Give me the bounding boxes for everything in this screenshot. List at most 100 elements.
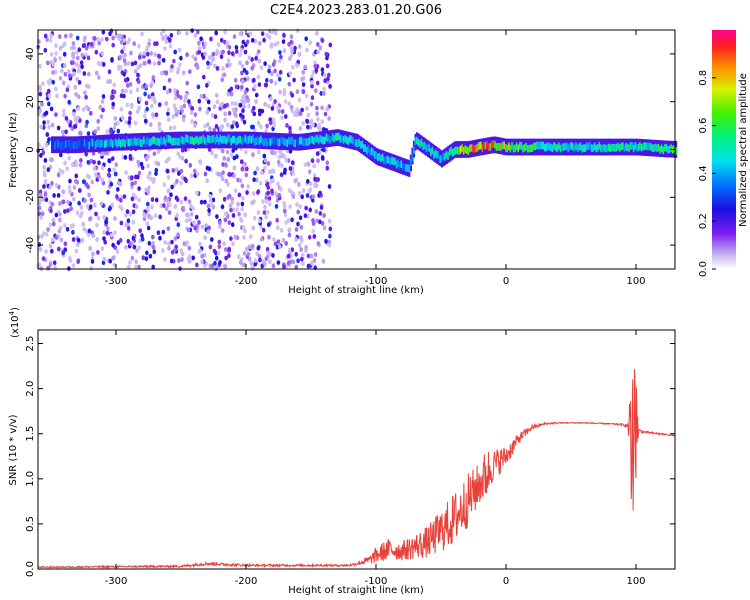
noise-cell bbox=[132, 244, 137, 250]
noise-cell bbox=[107, 69, 112, 75]
noise-cell bbox=[89, 265, 93, 271]
ridge-cell bbox=[558, 142, 561, 151]
ridge-cell bbox=[522, 145, 525, 153]
noise-cell bbox=[99, 201, 104, 207]
noise-cell bbox=[128, 156, 133, 161]
ridge-cell bbox=[597, 144, 600, 152]
noise-cell bbox=[327, 116, 331, 121]
ridge-cell bbox=[72, 141, 75, 150]
noise-cell bbox=[44, 232, 49, 237]
noise-cell bbox=[111, 255, 115, 261]
noise-cell bbox=[259, 224, 264, 230]
noise-cell bbox=[232, 155, 237, 161]
ridge-cell bbox=[377, 153, 380, 162]
noise-cell bbox=[223, 28, 227, 34]
noise-cell bbox=[310, 83, 314, 89]
noise-cell bbox=[223, 217, 228, 223]
noise-cell bbox=[149, 215, 153, 221]
noise-cell bbox=[218, 260, 222, 265]
noise-cell bbox=[240, 201, 245, 207]
noise-cell bbox=[72, 71, 77, 77]
ridge-cell bbox=[434, 149, 437, 157]
ridge-cell bbox=[146, 136, 149, 145]
noise-cell bbox=[69, 32, 73, 38]
noise-cell bbox=[117, 66, 121, 71]
ridge-cell bbox=[143, 136, 146, 145]
noise-cell bbox=[305, 118, 309, 124]
ridge-cell bbox=[94, 141, 97, 149]
noise-cell bbox=[120, 49, 124, 54]
noise-cell bbox=[238, 60, 242, 66]
y-tick-label: 0.5 bbox=[25, 516, 36, 532]
noise-cell bbox=[71, 263, 76, 268]
noise-cell bbox=[122, 58, 127, 63]
noise-cell bbox=[81, 107, 86, 112]
noise-cell bbox=[268, 201, 272, 207]
noise-cell bbox=[228, 62, 232, 68]
noise-cell bbox=[46, 265, 51, 271]
noise-cell bbox=[131, 219, 136, 225]
ridge-cell bbox=[347, 137, 350, 145]
noise-cell bbox=[147, 240, 152, 246]
noise-cell bbox=[159, 31, 164, 37]
noise-cell bbox=[310, 158, 315, 164]
noise-cell bbox=[313, 63, 318, 69]
noise-cell bbox=[203, 171, 208, 177]
noise-cell bbox=[175, 213, 179, 218]
noise-cell bbox=[301, 69, 306, 75]
ridge-cell bbox=[461, 144, 464, 152]
noise-cell bbox=[82, 226, 86, 232]
ridge-cell bbox=[288, 136, 291, 145]
ridge-cell bbox=[620, 143, 623, 151]
noise-cell bbox=[243, 49, 248, 55]
noise-cell bbox=[282, 264, 286, 270]
noise-cell bbox=[274, 204, 279, 209]
ridge-cell bbox=[625, 143, 628, 151]
ridge-cell bbox=[511, 142, 514, 150]
ridge-cell bbox=[166, 134, 169, 143]
noise-cell bbox=[283, 99, 288, 104]
noise-cell bbox=[297, 51, 302, 57]
noise-cell bbox=[96, 118, 100, 124]
noise-cell bbox=[134, 264, 138, 270]
noise-cell bbox=[138, 96, 142, 102]
ridge-cell bbox=[199, 136, 202, 144]
noise-cell bbox=[110, 95, 114, 101]
ridge-cell bbox=[272, 136, 275, 144]
noise-cell bbox=[227, 220, 232, 226]
noise-cell bbox=[199, 36, 203, 42]
noise-cell bbox=[211, 197, 216, 203]
ridge-cell bbox=[367, 145, 370, 153]
ridge-cell bbox=[122, 138, 125, 147]
noise-cell bbox=[265, 123, 269, 129]
noise-cell bbox=[283, 167, 287, 173]
noise-cell bbox=[102, 236, 106, 242]
ridge-cell bbox=[497, 143, 500, 151]
noise-cell bbox=[39, 192, 43, 198]
noise-cell bbox=[298, 111, 303, 117]
noise-cell bbox=[38, 108, 43, 114]
noise-cell bbox=[43, 47, 48, 53]
noise-cell bbox=[161, 36, 165, 41]
noise-cell bbox=[210, 150, 214, 156]
noise-cell bbox=[227, 110, 232, 116]
noise-cell bbox=[131, 192, 136, 198]
noise-cell bbox=[120, 206, 124, 212]
noise-cell bbox=[208, 244, 213, 250]
noise-cell bbox=[206, 65, 211, 70]
ridge-cell bbox=[394, 157, 397, 166]
noise-cell bbox=[298, 204, 303, 210]
noise-cell bbox=[197, 45, 202, 51]
ridge-cell bbox=[267, 137, 270, 146]
noise-cell bbox=[251, 152, 255, 158]
noise-cell bbox=[126, 218, 131, 224]
ridge-cell bbox=[537, 141, 540, 150]
noise-cell bbox=[144, 118, 148, 124]
noise-cell bbox=[63, 93, 67, 99]
noise-cell bbox=[73, 124, 78, 129]
noise-cell bbox=[244, 172, 249, 178]
ridge-cell bbox=[189, 136, 192, 145]
noise-cell bbox=[53, 265, 57, 271]
noise-cell bbox=[159, 203, 163, 209]
noise-cell bbox=[293, 45, 297, 51]
